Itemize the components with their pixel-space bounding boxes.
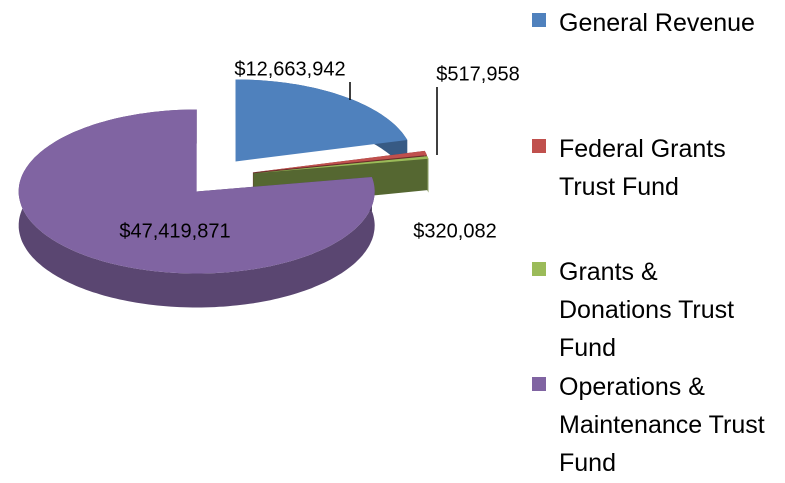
slice: [18, 109, 375, 274]
data-label: $517,958: [436, 63, 519, 85]
slice-tops: [18, 79, 429, 274]
legend-swatch: [532, 262, 546, 276]
data-label: $320,082: [413, 220, 496, 242]
legend-label: General Revenue: [559, 9, 755, 37]
legend-swatch: [532, 13, 546, 27]
slice: [252, 150, 427, 173]
legend-label: Federal Grants Trust Fund: [559, 135, 726, 201]
slice: [235, 79, 408, 162]
slice: [253, 156, 429, 174]
data-label: $47,419,871: [119, 220, 230, 242]
legend-label: Grants & Donations Trust Fund: [559, 258, 735, 362]
slice-side: [427, 156, 429, 193]
legend-swatch: [532, 377, 546, 391]
legend-swatch: [532, 139, 546, 153]
legend-label: Operations & Maintenance Trust Fund: [559, 373, 765, 477]
data-label: $12,663,942: [234, 58, 345, 80]
